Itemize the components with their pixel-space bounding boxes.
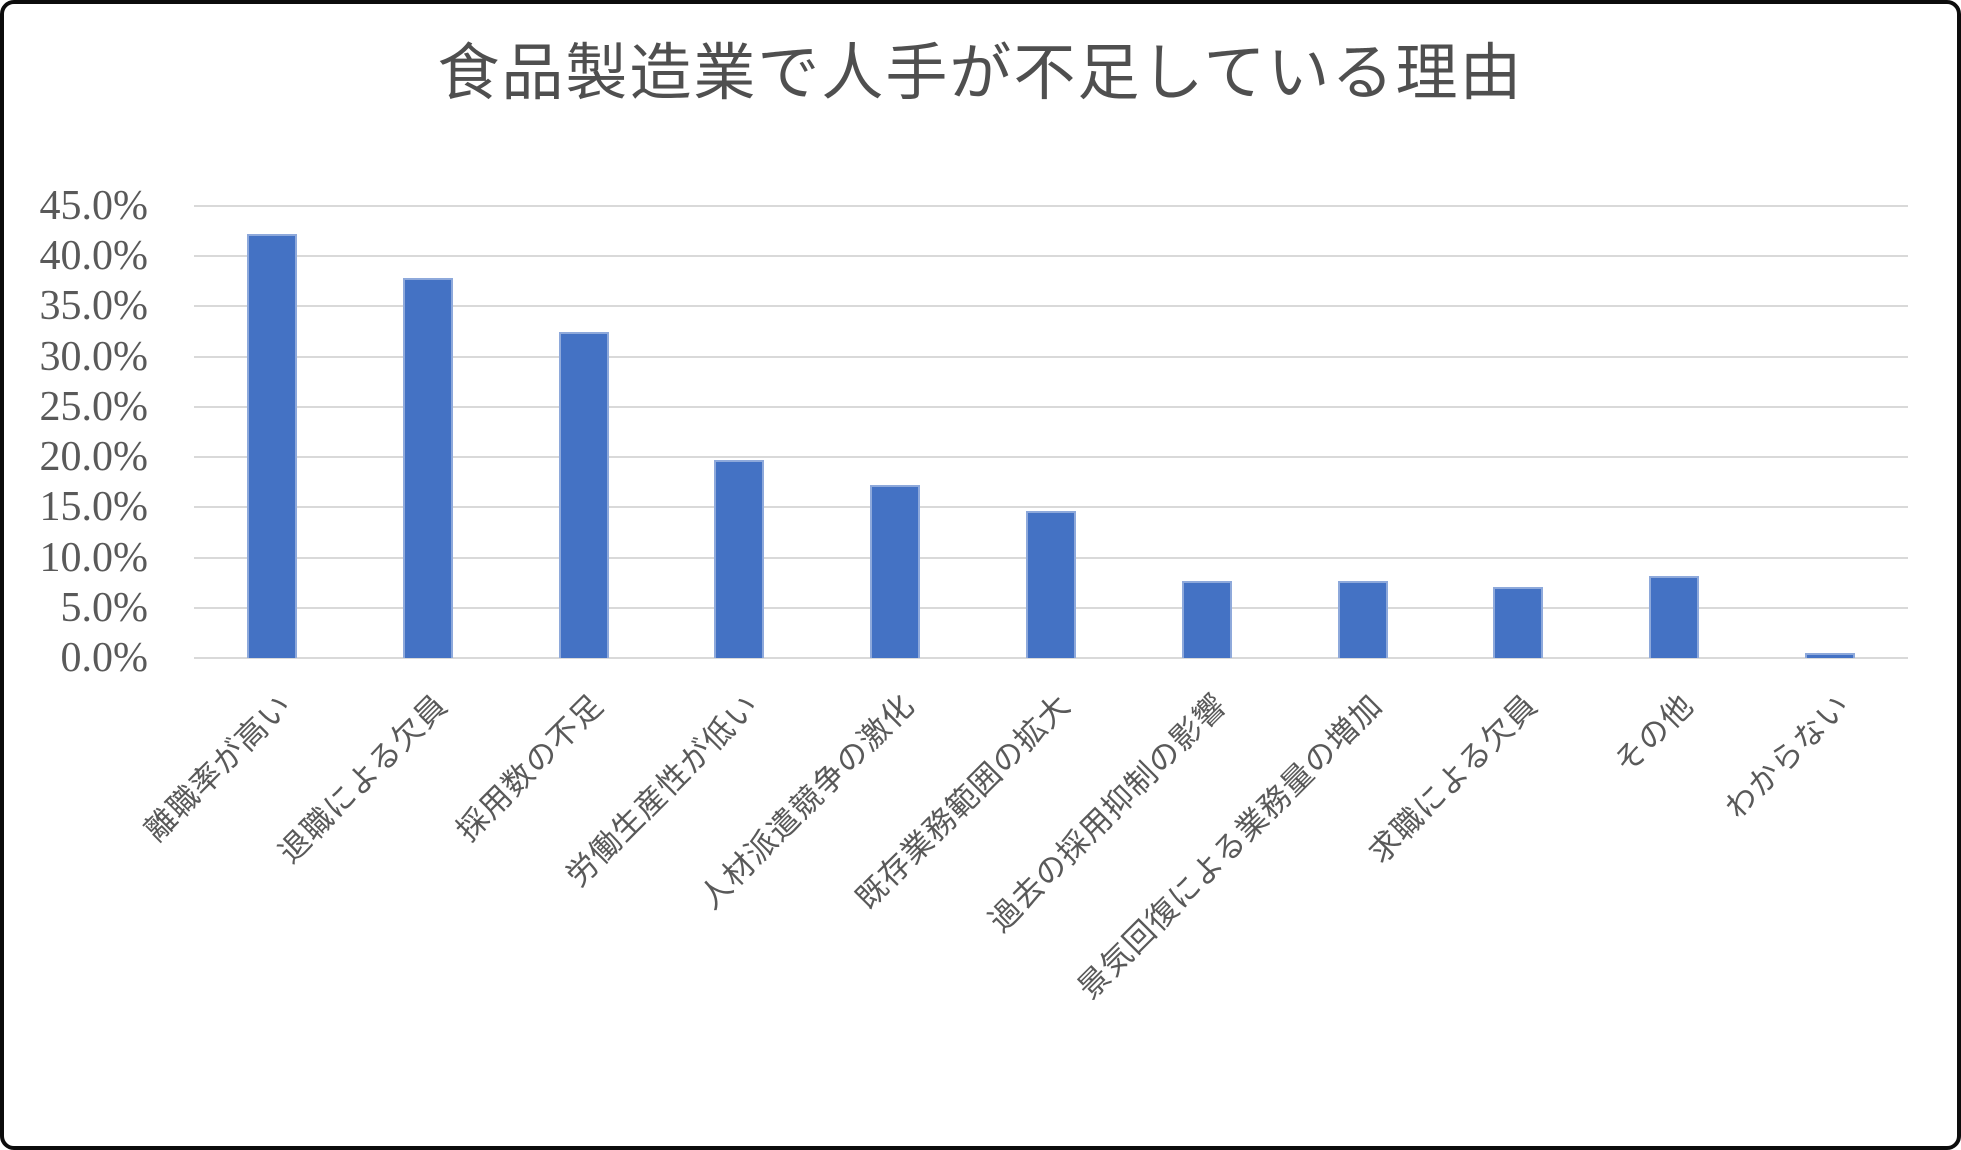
y-tick-label: 0.0%: [60, 635, 149, 681]
y-tick-label: 40.0%: [39, 233, 149, 280]
gridline: [194, 205, 1908, 207]
y-tick-label: 35.0%: [39, 283, 149, 330]
gridline: [194, 506, 1908, 509]
bar-8: [1337, 580, 1388, 658]
y-tick-label: 15.0%: [39, 484, 149, 531]
gridline: [194, 305, 1908, 308]
chart-title: 食品製造業で人手が不足している理由: [437, 40, 1524, 108]
bar-9: [1493, 586, 1544, 658]
bar-11: [1805, 652, 1856, 658]
y-tick-label: 10.0%: [39, 534, 149, 581]
y-tick-label: 30.0%: [39, 333, 149, 380]
gridline: [194, 456, 1908, 459]
bar-2: [402, 278, 453, 658]
y-tick-label: 20.0%: [39, 434, 149, 481]
y-tick-label: 5.0%: [60, 584, 149, 631]
gridline: [194, 405, 1908, 408]
bar-6: [1026, 511, 1076, 658]
bar-3: [558, 331, 609, 658]
gridline: [194, 255, 1908, 258]
bar-4: [714, 460, 765, 658]
gridline: [194, 355, 1908, 358]
y-tick-label: 25.0%: [39, 383, 149, 430]
bar-7: [1181, 580, 1232, 658]
gridline: [194, 657, 1908, 659]
bar-1: [246, 234, 297, 658]
plot-area: [4, 4, 1957, 1146]
bar-10: [1649, 575, 1700, 658]
y-tick-label: 45.0%: [39, 183, 149, 229]
bar-5: [870, 485, 921, 658]
